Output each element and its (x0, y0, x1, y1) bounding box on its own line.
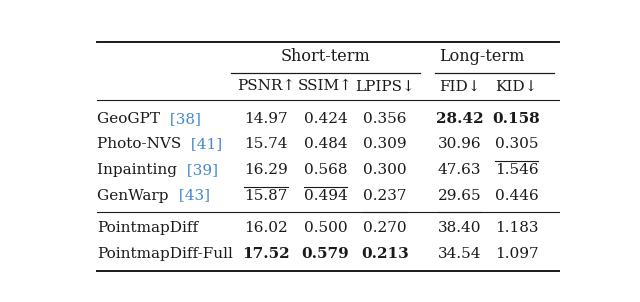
Text: 1.097: 1.097 (495, 247, 538, 261)
Text: 0.356: 0.356 (364, 112, 407, 126)
Text: 0.309: 0.309 (364, 137, 407, 151)
Text: 16.02: 16.02 (244, 221, 288, 235)
Text: Inpainting: Inpainting (97, 163, 182, 177)
Text: 17.52: 17.52 (242, 247, 290, 261)
Text: 0.237: 0.237 (364, 188, 407, 203)
Text: 47.63: 47.63 (438, 163, 481, 177)
Text: 29.65: 29.65 (438, 188, 481, 203)
Text: PointmapDiff-Full: PointmapDiff-Full (97, 247, 233, 261)
Text: 38.40: 38.40 (438, 221, 481, 235)
Text: 0.500: 0.500 (304, 221, 348, 235)
Text: LPIPS↓: LPIPS↓ (355, 79, 415, 93)
Text: KID↓: KID↓ (495, 79, 538, 93)
Text: 34.54: 34.54 (438, 247, 481, 261)
Text: 0.158: 0.158 (493, 112, 540, 126)
Text: [38]: [38] (165, 112, 201, 126)
Text: [39]: [39] (182, 163, 218, 177)
Text: 0.484: 0.484 (304, 137, 348, 151)
Text: 30.96: 30.96 (438, 137, 481, 151)
Text: 0.579: 0.579 (301, 247, 349, 261)
Text: FID↓: FID↓ (438, 79, 480, 93)
Text: 1.546: 1.546 (495, 163, 538, 177)
Text: 14.97: 14.97 (244, 112, 288, 126)
Text: 16.29: 16.29 (244, 163, 288, 177)
Text: Long-term: Long-term (439, 47, 524, 65)
Text: 0.424: 0.424 (303, 112, 348, 126)
Text: 15.74: 15.74 (244, 137, 288, 151)
Text: 0.568: 0.568 (304, 163, 348, 177)
Text: 0.494: 0.494 (303, 188, 348, 203)
Text: 0.300: 0.300 (364, 163, 407, 177)
Text: Photo-NVS: Photo-NVS (97, 137, 186, 151)
Text: 28.42: 28.42 (436, 112, 483, 126)
Text: GenWarp: GenWarp (97, 188, 173, 203)
Text: 15.87: 15.87 (244, 188, 288, 203)
Text: [41]: [41] (186, 137, 223, 151)
Text: Short-term: Short-term (281, 47, 371, 65)
Text: 0.270: 0.270 (364, 221, 407, 235)
Text: PSNR↑: PSNR↑ (237, 79, 295, 93)
Text: GeoGPT: GeoGPT (97, 112, 165, 126)
Text: 0.446: 0.446 (495, 188, 538, 203)
Text: 0.305: 0.305 (495, 137, 538, 151)
Text: 1.183: 1.183 (495, 221, 538, 235)
Text: SSIM↑: SSIM↑ (298, 79, 353, 93)
Text: PointmapDiff: PointmapDiff (97, 221, 198, 235)
Text: [43]: [43] (173, 188, 210, 203)
Text: 0.213: 0.213 (361, 247, 409, 261)
